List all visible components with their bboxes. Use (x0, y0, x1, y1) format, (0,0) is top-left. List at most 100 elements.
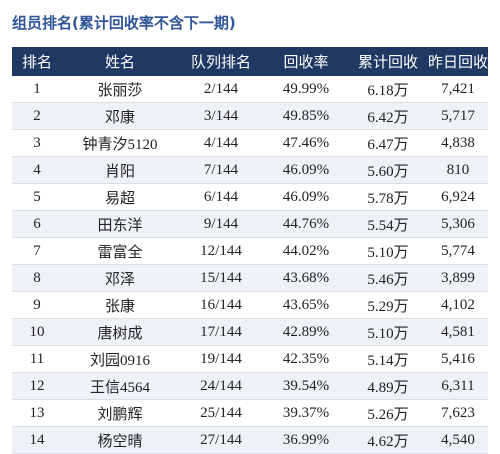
table-cell: 39.37% (264, 399, 348, 427)
table-cell: 杨空晴 (62, 426, 178, 454)
table-cell: 17/144 (178, 318, 264, 346)
table-cell: 3,899 (428, 264, 488, 292)
table-cell: 49.85% (264, 102, 348, 130)
table-cell: 43.68% (264, 264, 348, 292)
table-cell: 9 (12, 291, 62, 319)
table-cell: 5.78万 (348, 183, 428, 211)
table-cell: 5,306 (428, 210, 488, 238)
table-cell: 27/144 (178, 426, 264, 454)
table-cell: 39.54% (264, 372, 348, 400)
table-body: 1 张丽莎 2/144 49.99% 6.18万 7,421 2 邓康 3/144 49.85% 6… (12, 76, 488, 454)
column-header: 姓名 (62, 47, 178, 76)
table-row: 10 唐树成 17/144 42.89% 5.10万 4,581 (12, 318, 488, 346)
table-cell: 4 (12, 156, 62, 184)
table-cell: 5.10万 (348, 318, 428, 346)
table-cell: 1 (12, 76, 62, 103)
table-cell: 46.09% (264, 183, 348, 211)
table-cell: 5,416 (428, 345, 488, 373)
table-cell: 雷富全 (62, 237, 178, 265)
table-cell: 44.76% (264, 210, 348, 238)
column-header: 回收率 (264, 47, 348, 76)
title: 组员排名(累计回收率不含下一期) (12, 14, 236, 32)
table-cell: 钟青汐5120 (62, 129, 178, 157)
table-cell: 14 (12, 426, 62, 454)
table-cell: 6.47万 (348, 129, 428, 157)
table-cell: 13 (12, 399, 62, 427)
table-cell: 5.46万 (348, 264, 428, 292)
table-cell: 46.09% (264, 156, 348, 184)
table-cell: 47.46% (264, 129, 348, 157)
table-cell: 6/144 (178, 183, 264, 211)
table-cell: 6,311 (428, 372, 488, 400)
table-row: 1 张丽莎 2/144 49.99% 6.18万 7,421 (12, 76, 488, 103)
table-cell: 10 (12, 318, 62, 346)
table-cell: 43.65% (264, 291, 348, 319)
table-cell: 肖阳 (62, 156, 178, 184)
table-cell: 16/144 (178, 291, 264, 319)
table-cell: 19/144 (178, 345, 264, 373)
table-row: 6 田东洋 9/144 44.76% 5.54万 5,306 (12, 210, 488, 238)
table-cell: 6.18万 (348, 76, 428, 103)
table-cell: 5.14万 (348, 345, 428, 373)
table-cell: 4,581 (428, 318, 488, 346)
table-row: 3 钟青汐5120 4/144 47.46% 6.47万 4,838 (12, 129, 488, 157)
table-cell: 12/144 (178, 237, 264, 265)
table-cell: 4,102 (428, 291, 488, 319)
table-cell: 24/144 (178, 372, 264, 400)
table-row: 2 邓康 3/144 49.85% 6.42万 5,717 (12, 102, 488, 130)
table-cell: 2/144 (178, 76, 264, 103)
table-cell: 张丽莎 (62, 76, 178, 103)
table-cell: 刘园0916 (62, 345, 178, 373)
table-row: 11 刘园0916 19/144 42.35% 5.14万 5,416 (12, 345, 488, 373)
header-row: 排名 姓名 队列排名 回收率 累计回收 昨日回收 (12, 47, 488, 76)
table-cell: 15/144 (178, 264, 264, 292)
column-header: 排名 (12, 47, 62, 76)
table-cell: 42.35% (264, 345, 348, 373)
table-cell: 44.02% (264, 237, 348, 265)
table-cell: 5.26万 (348, 399, 428, 427)
table-cell: 唐树成 (62, 318, 178, 346)
table-row: 7 雷富全 12/144 44.02% 5.10万 5,774 (12, 237, 488, 265)
table-cell: 49.99% (264, 76, 348, 103)
table-cell: 4.62万 (348, 426, 428, 454)
table-row: 12 王信4564 24/144 39.54% 4.89万 6,311 (12, 372, 488, 400)
table-cell: 7 (12, 237, 62, 265)
table-row: 9 张康 16/144 43.65% 5.29万 4,102 (12, 291, 488, 319)
table-cell: 易超 (62, 183, 178, 211)
table-cell: 3 (12, 129, 62, 157)
table-cell: 5,717 (428, 102, 488, 130)
table-cell: 3/144 (178, 102, 264, 130)
table-cell: 刘鹏辉 (62, 399, 178, 427)
table-cell: 5,774 (428, 237, 488, 265)
table-cell: 4,540 (428, 426, 488, 454)
table-cell: 5.29万 (348, 291, 428, 319)
table-cell: 7,623 (428, 399, 488, 427)
table-cell: 11 (12, 345, 62, 373)
column-header: 昨日回收 (428, 47, 488, 76)
table-cell: 12 (12, 372, 62, 400)
table-cell: 邓泽 (62, 264, 178, 292)
table-cell: 5.10万 (348, 237, 428, 265)
column-header: 累计回收 (348, 47, 428, 76)
table-cell: 4/144 (178, 129, 264, 157)
table-row: 5 易超 6/144 46.09% 5.78万 6,924 (12, 183, 488, 211)
table-row: 13 刘鹏辉 25/144 39.37% 5.26万 7,623 (12, 399, 488, 427)
table-cell: 5.54万 (348, 210, 428, 238)
table-cell: 6.42万 (348, 102, 428, 130)
table-cell: 42.89% (264, 318, 348, 346)
table-cell: 4.89万 (348, 372, 428, 400)
table-cell: 5 (12, 183, 62, 211)
table-cell: 田东洋 (62, 210, 178, 238)
table-cell: 2 (12, 102, 62, 130)
ranking-table: 排名 姓名 队列排名 回收率 累计回收 昨日回收 1 张丽莎 2/144 49.99% 6.18万… (12, 47, 488, 454)
table-cell: 810 (428, 156, 488, 184)
table-row: 4 肖阳 7/144 46.09% 5.60万 810 (12, 156, 488, 184)
table-cell: 25/144 (178, 399, 264, 427)
table-row: 14 杨空晴 27/144 36.99% 4.62万 4,540 (12, 426, 488, 454)
table-cell: 9/144 (178, 210, 264, 238)
table-cell: 36.99% (264, 426, 348, 454)
column-header: 队列排名 (178, 47, 264, 76)
table-cell: 6,924 (428, 183, 488, 211)
table-cell: 4,838 (428, 129, 488, 157)
table-cell: 6 (12, 210, 62, 238)
